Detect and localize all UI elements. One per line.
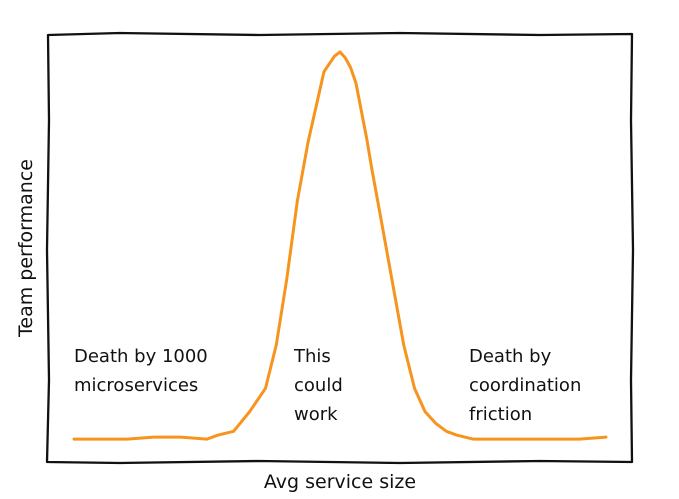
annotation-left: Death by 1000 microservices	[74, 346, 214, 396]
plot-frame	[45, 31, 635, 465]
x-axis-label: Avg service size	[264, 471, 416, 493]
annotation-right: Death by coordination friction	[469, 346, 587, 425]
performance-curve	[72, 50, 608, 441]
annotation-middle: This could work	[293, 346, 348, 425]
y-axis-label: Team performance	[15, 159, 37, 338]
